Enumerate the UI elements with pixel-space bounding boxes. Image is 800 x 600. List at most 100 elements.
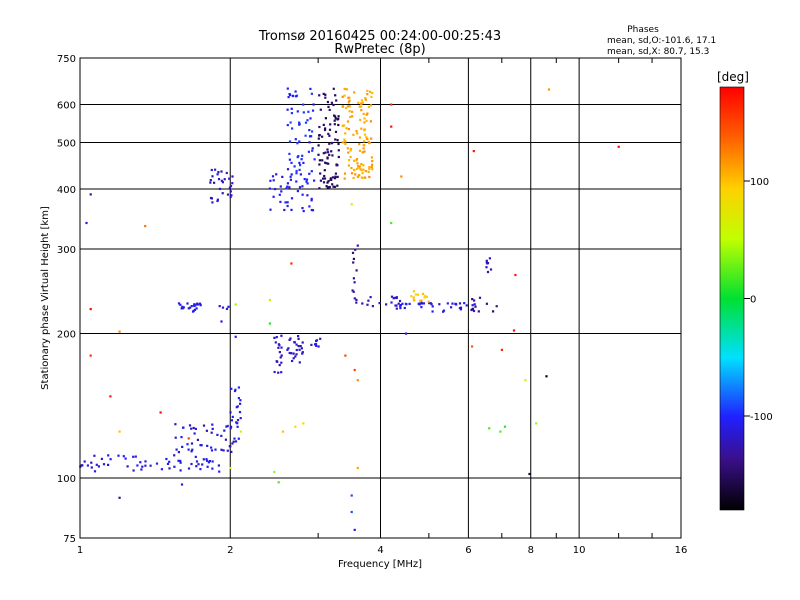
data-point [524,379,527,382]
data-point [217,178,221,181]
data-point [97,465,100,468]
data-point [395,296,398,300]
grid [80,58,681,538]
data-point [334,175,337,178]
data-point [234,303,237,306]
data-point [225,307,229,310]
data-point [347,164,350,167]
data-point [210,431,213,434]
data-point [323,174,326,178]
data-point [226,449,229,452]
data-point [324,127,327,130]
data-point [298,168,301,171]
data-point [268,187,271,190]
data-point [326,156,329,159]
data-point [206,444,209,447]
data-point [363,140,366,143]
data-point [289,121,292,124]
x-tick-label: 8 [528,545,534,556]
data-point [294,355,297,358]
data-point [300,158,303,161]
data-point [239,430,242,433]
data-point [324,117,327,120]
data-point [315,339,319,342]
data-point [236,405,239,408]
data-point [272,179,275,182]
data-point [334,130,338,133]
data-point [351,110,354,113]
data-point [155,462,159,465]
data-point [107,454,110,457]
data-point [485,266,488,269]
data-point [351,251,355,254]
data-point [221,192,224,195]
data-point [274,341,277,344]
data-point [477,310,480,313]
data-point [344,132,347,135]
data-point [344,140,347,143]
data-point [190,442,194,445]
data-point [168,467,171,470]
data-point [308,205,311,208]
data-point [195,460,199,463]
data-point [310,170,313,173]
data-point [139,461,142,464]
data-point [352,159,356,162]
data-point [276,360,279,363]
data-point [296,142,299,145]
data-point [345,127,348,130]
data-point [279,200,282,203]
data-point [368,166,371,169]
data-point [348,99,351,102]
colorbar-tick-label: 0 [750,295,756,306]
data-point [401,302,404,305]
data-point [237,397,240,400]
data-point [319,337,322,340]
data-point [315,344,318,347]
data-point [214,168,217,171]
data-point [149,464,152,467]
data-point [400,175,403,178]
data-point [179,461,182,464]
data-point [311,149,314,152]
data-point [424,294,427,298]
data-point [288,152,291,155]
data-point [232,440,235,443]
data-point [213,181,216,184]
data-point [352,176,355,180]
y-axis-label: Stationary phase Virtual Height [km] [40,206,51,390]
data-point [547,88,551,91]
y-tick-label: 300 [57,245,76,256]
data-point [290,173,293,176]
data-point [229,411,232,414]
data-point [295,169,298,173]
data-point [358,149,362,152]
data-point [218,305,221,308]
data-point [278,351,281,354]
data-point [286,348,289,351]
data-point [404,302,407,305]
data-point [349,115,352,118]
data-point [326,186,329,189]
data-point [298,361,301,364]
data-point [314,343,317,346]
data-point [268,298,271,302]
data-point [390,125,393,128]
data-point [348,110,351,113]
data-point [297,335,300,338]
data-point [190,305,193,308]
data-point [199,468,202,471]
data-point [300,347,303,350]
data-point [281,430,285,433]
data-point [301,352,304,355]
data-point [325,162,328,165]
data-point [528,472,531,476]
data-point [298,123,301,126]
data-point [355,130,358,133]
data-point [344,354,347,357]
data-point [223,178,226,181]
data-point [281,175,284,178]
data-point [322,181,326,184]
y-tick-label: 750 [57,54,76,65]
data-point [304,121,308,124]
